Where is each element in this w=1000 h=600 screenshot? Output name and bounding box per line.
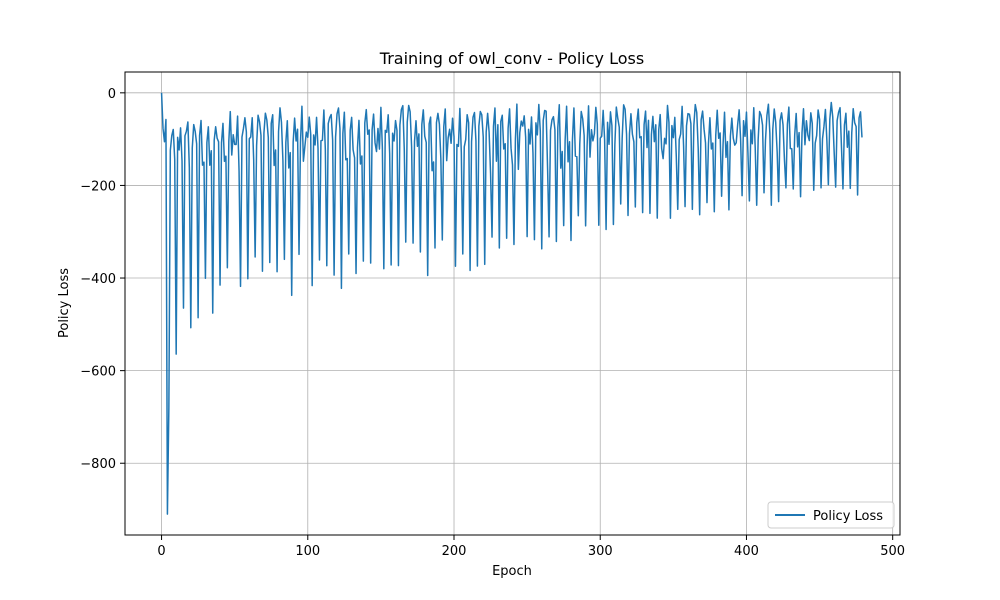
- x-tick-label: 300: [588, 544, 613, 559]
- y-axis-label: Policy Loss: [57, 268, 72, 338]
- y-tick-label: −800: [80, 457, 116, 472]
- y-tick-label: −200: [80, 179, 116, 194]
- series-layer: [160, 92, 863, 515]
- series-line-policy-loss: [160, 92, 863, 515]
- y-axis-ticks: 0 −200 −400 −600 −800: [80, 87, 125, 472]
- y-tick-label: 0: [108, 87, 116, 102]
- y-tick-label: −600: [80, 365, 116, 380]
- plot-frame: [124, 71, 901, 536]
- x-tick-label: 400: [734, 544, 759, 559]
- legend-box: [767, 501, 895, 529]
- x-tick-label: 200: [442, 544, 467, 559]
- y-tick-label: −400: [80, 272, 116, 287]
- chart-title: Training of owl_conv - Policy Loss: [379, 49, 644, 69]
- x-tick-label: 500: [880, 544, 905, 559]
- legend-label: Policy Loss: [813, 509, 883, 524]
- legend: Policy Loss: [767, 501, 895, 529]
- x-tick-label: 100: [295, 544, 320, 559]
- x-axis-label: Epoch: [492, 564, 532, 579]
- x-axis-ticks: 0 100 200 300 400 500: [157, 535, 905, 559]
- x-tick-label: 0: [157, 544, 165, 559]
